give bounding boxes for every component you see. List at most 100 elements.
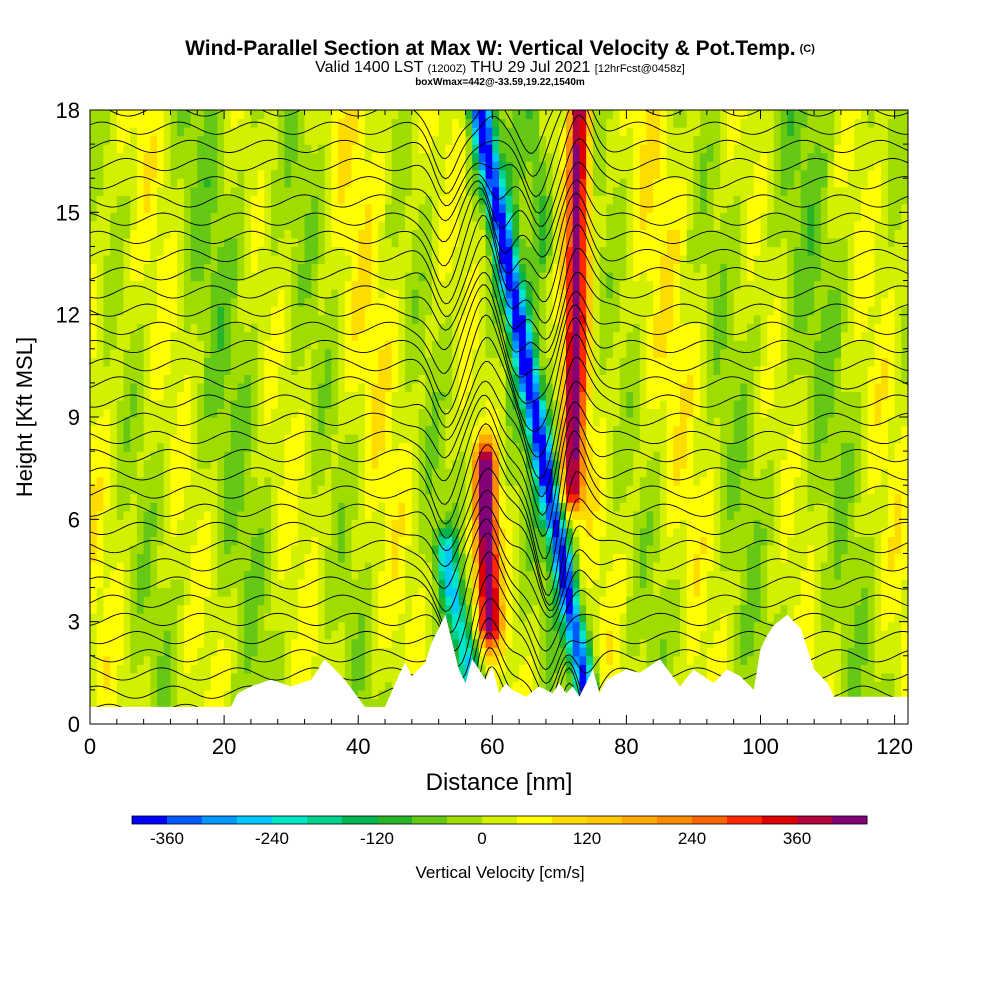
field-cell [224,237,232,248]
field-cell [284,297,292,307]
field-cell [103,681,111,691]
field-cell [418,655,426,665]
field-cell [177,212,185,222]
field-cell [525,579,534,589]
field-cell [244,186,252,196]
field-cell [257,527,265,537]
field-cell [110,596,118,606]
field-cell [405,118,413,128]
field-cell [425,220,433,230]
field-cell [364,178,373,188]
field-cell [532,630,540,640]
field-cell [351,110,359,120]
field-cell [458,186,467,196]
field-cell [344,425,353,435]
field-cell [203,229,212,239]
field-cell [244,579,252,589]
field-cell [485,544,493,555]
field-cell [244,254,252,265]
field-cell [163,672,172,682]
field-cell [217,348,225,358]
field-cell [331,365,339,375]
field-cell [264,203,272,213]
field-cell [499,391,507,401]
field-cell [364,408,373,418]
field-cell [110,425,118,435]
field-cell [338,621,346,631]
field-cell [358,161,366,171]
field-cell [177,442,185,452]
field-cell [405,434,413,444]
field-cell [358,544,366,555]
field-cell [317,638,326,648]
field-cell [519,365,527,375]
field-cell [452,203,460,213]
field-cell [478,161,487,171]
field-cell [378,476,386,486]
field-cell [452,527,460,537]
field-cell [431,485,440,495]
field-cell [452,306,460,316]
field-cell [250,357,259,367]
field-cell [539,237,547,248]
field-cell [465,527,473,537]
field-cell [110,195,118,205]
field-cell [532,365,540,375]
field-cell [217,152,225,162]
field-cell [499,314,507,324]
field-cell [237,357,245,367]
field-cell [170,459,178,469]
field-cell [257,570,265,580]
field-cell [385,365,393,375]
field-cell [532,118,540,128]
field-cell [431,152,440,162]
field-cell [445,587,453,597]
field-cell [385,621,393,631]
field-cell [324,229,332,239]
field-cell [291,289,299,299]
field-cell [478,570,487,580]
field-cell [177,408,185,418]
field-cell [364,331,373,341]
field-cell [103,468,111,478]
field-cell [96,186,104,196]
field-cell [230,442,239,452]
field-cell [425,357,433,367]
field-cell [458,655,467,665]
field-cell [130,229,138,239]
field-cell [250,647,259,657]
field-cell [237,655,245,665]
field-cell [358,314,366,324]
field-cell [90,280,98,290]
field-cell [96,579,104,589]
field-cell [203,604,212,614]
field-cell [505,621,513,631]
field-cell [163,331,172,341]
field-cell [163,485,172,495]
field-cell [425,570,433,580]
field-cell [539,306,547,316]
field-cell [297,203,306,213]
field-cell [344,348,353,358]
field-cell [110,647,118,657]
field-cell [150,527,158,537]
field-cell [150,314,158,324]
field-cell [331,178,339,188]
field-cell [123,587,131,597]
field-cell [452,451,460,461]
field-cell [418,613,426,623]
field-cell [512,434,520,444]
field-cell [351,306,359,316]
field-cell [338,613,346,623]
field-cell [110,604,118,614]
field-cell [317,254,326,265]
field-cell [385,331,393,341]
field-cell [304,135,312,145]
field-cell [96,382,104,393]
field-cell [478,561,487,572]
field-cell [183,664,192,674]
field-cell [244,203,252,213]
field-cell [197,408,205,418]
field-cell [163,323,172,333]
field-cell [465,655,473,665]
